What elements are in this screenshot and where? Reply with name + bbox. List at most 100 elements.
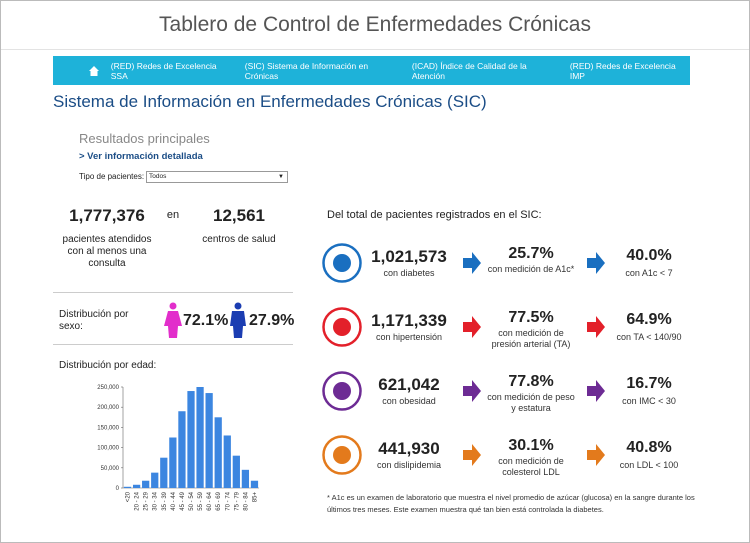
arrow: [463, 252, 481, 274]
bar: [223, 435, 231, 488]
filter-select[interactable]: Todos ▼: [146, 171, 288, 183]
x-tick-label: 45 - 49: [180, 491, 186, 510]
nav-item[interactable]: (ICAD) Índice de Calidad de la Atención: [411, 60, 527, 81]
count: 1,021,573: [371, 247, 447, 266]
pct-measured: 30.1%: [508, 437, 554, 454]
age-chart: 0 50,000 100,000 150,000 200,000 250,000 <20 20…: [97, 385, 259, 511]
x-tick-label: 25 - 29: [144, 491, 150, 510]
x-tick-label: 60 - 64: [207, 491, 213, 510]
home-icon[interactable]: [89, 65, 99, 76]
x-tick-label: 65 - 69: [216, 491, 222, 510]
arrow: [587, 380, 605, 402]
bar: [178, 411, 186, 488]
y-tick-label: 250,000: [97, 385, 119, 391]
centers-label: centros de salud: [202, 234, 276, 245]
condition-icon: [322, 435, 362, 475]
y-tick-label: 0: [116, 486, 120, 492]
bar: [160, 457, 168, 488]
pct-controlled: 16.7%: [626, 375, 672, 392]
male-pct: 27.9%: [249, 312, 295, 329]
x-tick-label: 55 - 59: [198, 491, 204, 510]
male-icon: [230, 302, 246, 338]
bar: [169, 437, 177, 488]
count-label: con dislipidemia: [376, 460, 442, 470]
y-tick-label: 150,000: [97, 425, 119, 431]
pct-controlled: 64.9%: [626, 311, 672, 328]
arrow: [587, 316, 605, 338]
female-icon: [164, 302, 182, 338]
pct-controlled: 40.8%: [626, 439, 672, 456]
x-tick-label: 80 - 84: [243, 491, 249, 510]
pct-controlled-label: con LDL < 100: [619, 460, 679, 470]
connector: en: [166, 209, 180, 221]
nav-bar: (RED) Redes de Excelencia SSA (SIC) Sist…: [53, 56, 690, 85]
registered-heading: Del total de pacientes registrados en el…: [327, 209, 542, 221]
divider: [53, 292, 293, 293]
pct-controlled-label: con TA < 140/90: [616, 332, 682, 342]
bar: [241, 469, 250, 488]
y-tick-label: 50,000: [101, 466, 120, 472]
divider: [1, 49, 749, 50]
filter-label: Tipo de pacientes:: [79, 172, 145, 181]
count-label: con obesidad: [382, 396, 436, 406]
count: 621,042: [378, 375, 440, 394]
sex-label: Distribución por sexo:: [59, 309, 129, 332]
condition-icon: [322, 243, 362, 283]
y-tick-label: 200,000: [97, 405, 119, 411]
x-tick-label: 85+: [252, 492, 258, 503]
footnote: * A1c es un examen de laboratorio que mu…: [327, 493, 695, 514]
count-label: con diabetes: [383, 268, 435, 278]
centers-value: 12,561: [213, 206, 265, 225]
pct-measured-label: con medición de A1c*: [487, 264, 575, 274]
pct-measured-label: con medición de colesterol LDL: [498, 456, 564, 477]
arrow: [587, 252, 605, 274]
x-tick-label: 35 - 39: [162, 491, 168, 510]
bar: [214, 417, 222, 488]
patients-label: pacientes atendidos con al menos una con…: [62, 234, 152, 269]
x-tick-label: 70 - 74: [225, 491, 231, 510]
bar: [142, 480, 150, 488]
bar: [232, 455, 240, 488]
female-pct: 72.1%: [183, 312, 229, 329]
nav-item[interactable]: (RED) Redes de Excelencia SSA: [110, 60, 217, 81]
bar: [205, 393, 213, 488]
arrow: [463, 380, 481, 402]
y-tick-label: 100,000: [97, 446, 119, 452]
pct-measured: 77.5%: [508, 309, 554, 326]
x-tick-label: 20 - 24: [135, 491, 141, 510]
count: 1,171,339: [371, 311, 447, 330]
bar: [196, 387, 204, 488]
detail-link[interactable]: > Ver información detallada: [79, 151, 203, 162]
nav-item[interactable]: (RED) Redes de Excelencia IMP: [569, 60, 676, 81]
pct-measured-label: con medición de peso y estatura: [487, 392, 575, 413]
bar: [250, 480, 259, 488]
section-title: Sistema de Información en Enfermedades C…: [53, 92, 487, 111]
bar: [132, 484, 141, 488]
arrow: [463, 444, 481, 466]
pct-controlled: 40.0%: [626, 247, 672, 264]
condition-icon: [322, 371, 362, 411]
filter-value[interactable]: Todos: [149, 173, 167, 180]
summary-heading: Resultados principales: [79, 131, 210, 146]
pct-measured: 77.8%: [508, 373, 554, 390]
patients-value: 1,777,376: [69, 206, 145, 225]
x-tick-label: 75 - 79: [234, 491, 240, 510]
x-tick-label: 30 - 34: [153, 491, 159, 510]
nav-item[interactable]: (SIC) Sistema de Información en Crónicas: [244, 60, 369, 81]
age-label: Distribución por edad:: [59, 360, 157, 371]
page-title: Tablero de Control de Enfermedades Cróni…: [159, 13, 591, 36]
condition-icon: [322, 307, 362, 347]
divider: [53, 344, 293, 345]
count: 441,930: [378, 439, 440, 458]
bar: [123, 486, 132, 488]
bar: [151, 472, 159, 488]
pct-controlled-label: con A1c < 7: [625, 268, 673, 278]
bar: [187, 391, 195, 488]
x-tick-label: 50 - 54: [189, 491, 195, 510]
pct-controlled-label: con IMC < 30: [622, 396, 676, 406]
pct-measured: 25.7%: [508, 245, 554, 262]
select-arrow[interactable]: ▼: [278, 174, 284, 180]
count-label: con hipertensión: [375, 332, 443, 342]
arrow: [587, 444, 605, 466]
